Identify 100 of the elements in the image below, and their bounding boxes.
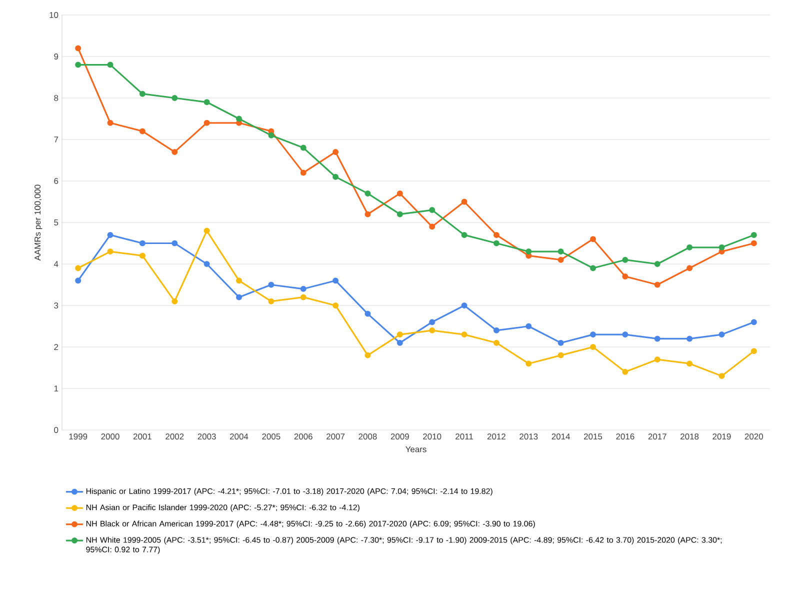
- y-tick-label: 7: [54, 136, 58, 142]
- x-tick-label: 2001: [133, 434, 152, 440]
- point: [236, 294, 242, 300]
- point: [622, 332, 628, 338]
- point: [139, 252, 146, 259]
- point: [139, 240, 146, 246]
- point: [75, 45, 82, 52]
- point: [172, 298, 178, 304]
- point: [686, 244, 693, 250]
- x-tick-label: 2015: [584, 434, 602, 440]
- point: [139, 128, 146, 134]
- point: [204, 99, 210, 106]
- point: [493, 240, 500, 246]
- point: [204, 120, 210, 126]
- point: [750, 240, 757, 246]
- point: [654, 282, 660, 288]
- x-tick-label: 2006: [294, 434, 312, 440]
- point: [332, 174, 339, 180]
- x-tick-label: 2019: [712, 434, 731, 440]
- x-tick-label: 2005: [262, 434, 280, 440]
- point: [686, 360, 693, 367]
- point: [558, 256, 564, 263]
- point: [364, 352, 371, 358]
- x-tick-label: 2017: [648, 434, 666, 440]
- point: [590, 344, 596, 350]
- y-tick-label: 0: [54, 427, 58, 433]
- x-tick-label: 2011: [456, 434, 473, 440]
- point: [654, 356, 660, 362]
- point: [654, 260, 660, 267]
- point: [172, 94, 178, 101]
- point: [686, 336, 693, 342]
- point: [332, 148, 339, 155]
- point: [750, 232, 757, 238]
- point: [590, 332, 596, 338]
- point: [526, 248, 532, 255]
- point: [526, 323, 532, 330]
- x-tick-label: 2009: [390, 434, 409, 440]
- x-tick-label: 2014: [552, 434, 570, 440]
- point: [107, 232, 114, 238]
- point: [493, 340, 500, 346]
- x-tick-label: 2002: [166, 434, 184, 440]
- point: [461, 232, 468, 238]
- y-tick-label: 10: [50, 12, 58, 18]
- point: [107, 120, 114, 126]
- x-tick-label: 2008: [358, 434, 377, 440]
- point: [526, 360, 532, 367]
- point: [622, 256, 628, 263]
- x-tick-label: 2012: [487, 434, 506, 440]
- point: [493, 327, 500, 334]
- x-tick-label: 2013: [520, 434, 538, 440]
- x-tick-label: 2016: [616, 434, 634, 440]
- point: [107, 248, 114, 255]
- point: [332, 302, 339, 308]
- point: [396, 340, 403, 346]
- point: [558, 340, 564, 346]
- point: [396, 332, 403, 338]
- point: [686, 265, 693, 272]
- point: [718, 332, 725, 338]
- point: [364, 211, 371, 218]
- x-tick-label: 2007: [326, 434, 345, 440]
- point: [172, 148, 178, 155]
- point: [396, 190, 403, 196]
- point: [364, 310, 371, 317]
- x-tick-label: 2020: [744, 434, 763, 440]
- x-tick-label: 2018: [680, 434, 699, 440]
- point: [461, 332, 468, 338]
- x-tick-label: 2000: [101, 434, 120, 440]
- point: [493, 232, 500, 238]
- point: [75, 62, 82, 68]
- point: [429, 319, 436, 326]
- y-tick-label: 5: [54, 220, 58, 226]
- point: [107, 62, 114, 68]
- point: [590, 265, 596, 272]
- point: [236, 116, 242, 122]
- point: [139, 90, 146, 97]
- point: [461, 302, 468, 308]
- point: [590, 236, 596, 242]
- point: [300, 294, 306, 300]
- point: [750, 348, 757, 354]
- point: [300, 170, 306, 176]
- point: [268, 282, 274, 288]
- point: [750, 319, 757, 326]
- point: [332, 278, 339, 284]
- point: [718, 373, 725, 380]
- y-tick-label: 1: [54, 386, 58, 392]
- point: [461, 198, 468, 205]
- point: [268, 132, 274, 138]
- point: [558, 352, 564, 358]
- y-tick-label: 6: [54, 178, 58, 184]
- point: [268, 298, 274, 304]
- point: [622, 368, 628, 375]
- point: [204, 228, 210, 234]
- y-tick-label: 9: [54, 54, 58, 60]
- point: [396, 211, 403, 218]
- y-axis-title: AAMRs per 100,000: [34, 184, 42, 261]
- y-tick-label: 2: [54, 344, 58, 350]
- point: [300, 144, 306, 151]
- point: [718, 244, 725, 250]
- point: [429, 207, 436, 214]
- x-tick-label: 1999: [69, 434, 88, 440]
